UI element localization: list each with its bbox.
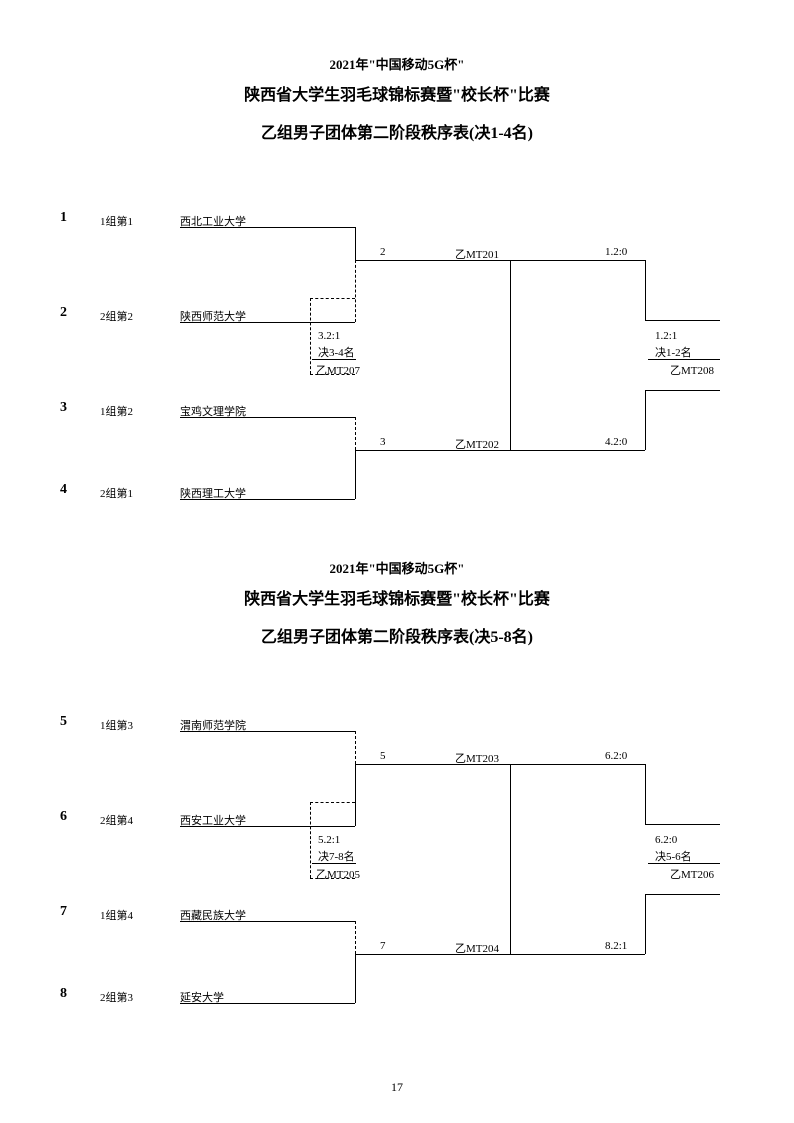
seed1-group: 1组第1 [100,213,133,229]
r1-score: 1.2:0 [605,246,627,258]
bracket2: 5 1组第3 渭南师范学院 6 2组第4 西安工业大学 7 1组第4 西藏民族大… [60,694,720,1004]
title1-line1: 2021年"中国移动5G杯" [0,54,794,73]
title1-line3: 乙组男子团体第二阶段秩序表(决1-4名) [0,119,794,143]
sf1-num: 2 [380,246,386,258]
bracket1-title: 2021年"中国移动5G杯" 陕西省大学生羽毛球锦标赛暨"校长杯"比赛 乙组男子… [0,54,794,143]
third-top: 3.2:1 [318,330,340,342]
place56-code: 乙MT206 [670,866,714,882]
seed8-num: 8 [60,986,67,1002]
seed6-group: 2组第4 [100,812,133,828]
place78-code: 乙MT205 [316,866,360,882]
seed4-group: 2组第1 [100,485,133,501]
sf3-num: 5 [380,750,386,762]
seed1-num: 1 [60,210,67,226]
seed8-group: 2组第3 [100,989,133,1005]
seed7-group: 1组第4 [100,907,133,923]
seed5-num: 5 [60,714,67,730]
r3-score: 6.2:0 [605,750,627,762]
sf2-code: 乙MT202 [455,436,499,452]
third-mid: 决3-4名 [318,344,355,360]
title2-line3: 乙组男子团体第二阶段秩序表(决5-8名) [0,623,794,647]
sf4-code: 乙MT204 [455,940,499,956]
seed3-num: 3 [60,400,67,416]
final-code: 乙MT208 [670,362,714,378]
seed2-group: 2组第2 [100,308,133,324]
r4-score: 8.2:1 [605,940,627,952]
third-code: 乙MT207 [316,362,360,378]
seed4-num: 4 [60,482,67,498]
bracket1: 1 1组第1 西北工业大学 2 2组第2 陕西师范大学 3 1组第2 宝鸡文理学… [60,190,720,500]
sf2-num: 3 [380,436,386,448]
page: 2021年"中国移动5G杯" 陕西省大学生羽毛球锦标赛暨"校长杯"比赛 乙组男子… [0,0,794,1123]
r2-score: 4.2:0 [605,436,627,448]
seed6-num: 6 [60,809,67,825]
page-number: 17 [0,1080,794,1095]
seed7-num: 7 [60,904,67,920]
final-mid: 决1-2名 [655,344,692,360]
title2-line1: 2021年"中国移动5G杯" [0,558,794,577]
title1-line2: 陕西省大学生羽毛球锦标赛暨"校长杯"比赛 [0,81,794,105]
seed5-group: 1组第3 [100,717,133,733]
bracket2-title: 2021年"中国移动5G杯" 陕西省大学生羽毛球锦标赛暨"校长杯"比赛 乙组男子… [0,558,794,647]
sf1-code: 乙MT201 [455,246,499,262]
seed2-num: 2 [60,305,67,321]
sf4-num: 7 [380,940,386,952]
place78-mid: 决7-8名 [318,848,355,864]
seed3-group: 1组第2 [100,403,133,419]
sf3-code: 乙MT203 [455,750,499,766]
title2-line2: 陕西省大学生羽毛球锦标赛暨"校长杯"比赛 [0,585,794,609]
place56-mid: 决5-6名 [655,848,692,864]
place78-top: 5.2:1 [318,834,340,846]
place56-top: 6.2:0 [655,834,677,846]
final-top: 1.2:1 [655,330,677,342]
